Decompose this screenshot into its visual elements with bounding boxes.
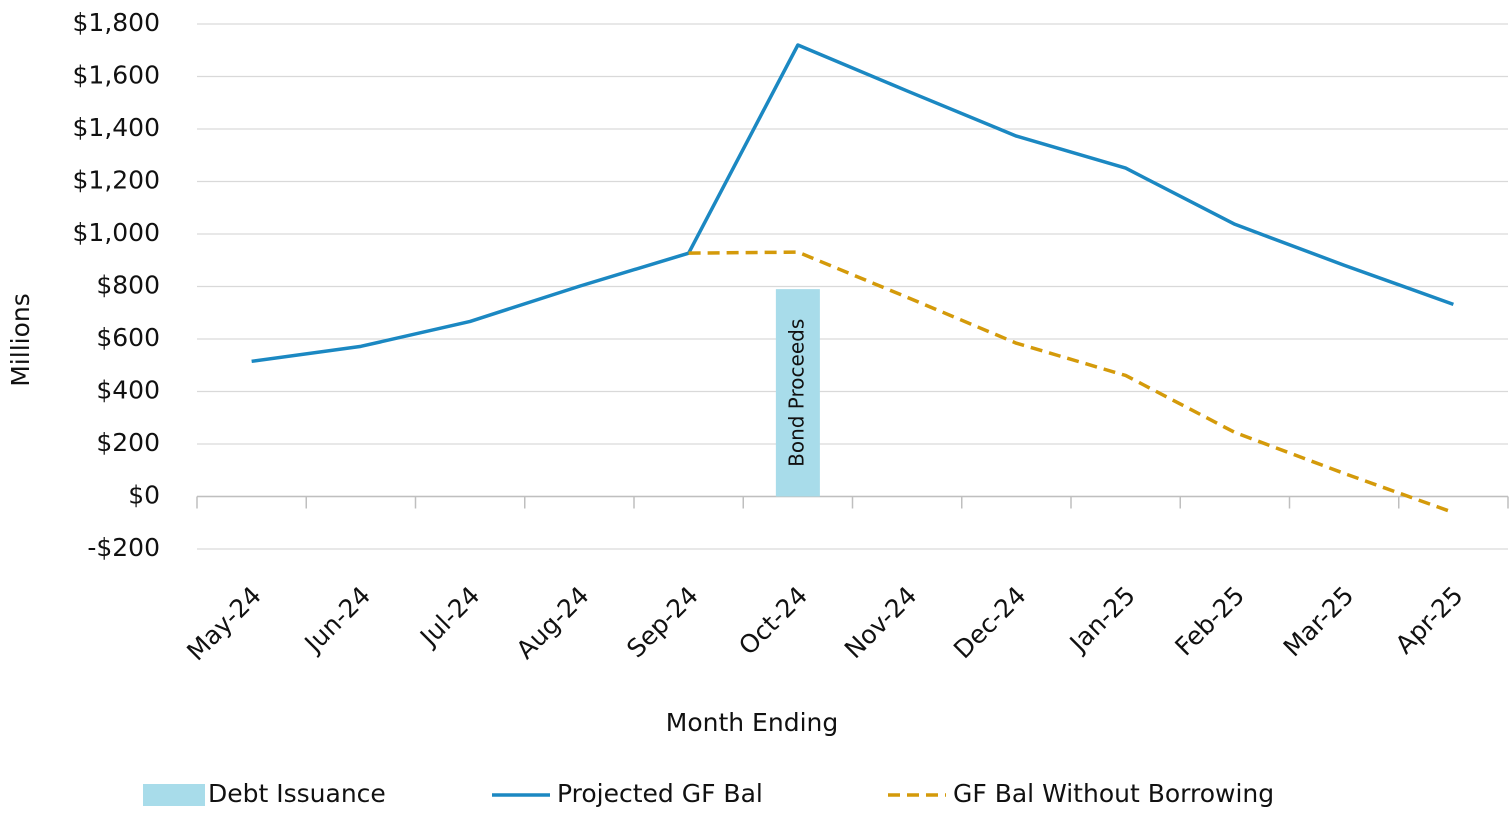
y-tick-label: $1,200 bbox=[73, 166, 160, 195]
x-tick-label: Jan-25 bbox=[1063, 581, 1141, 659]
x-tick-label: Oct-24 bbox=[733, 581, 813, 661]
y-tick-label: $1,800 bbox=[73, 8, 160, 37]
y-axis-label: Millions bbox=[6, 293, 35, 387]
legend-label: Projected GF Bal bbox=[557, 779, 763, 808]
legend-label: GF Bal Without Borrowing bbox=[953, 779, 1274, 808]
x-tick-label: Apr-25 bbox=[1390, 581, 1469, 660]
y-tick-label: -$200 bbox=[87, 533, 160, 562]
x-tick-label: Nov-24 bbox=[839, 581, 922, 664]
annotation: Bond Proceeds bbox=[784, 319, 808, 467]
x-tick-label: Sep-24 bbox=[621, 581, 704, 664]
x-tick-label: May-24 bbox=[181, 581, 267, 667]
y-tick-label: $600 bbox=[96, 323, 160, 352]
y-tick-label: $1,000 bbox=[73, 218, 160, 247]
x-tick-label: Aug-24 bbox=[511, 581, 595, 665]
x-tick-label: Dec-24 bbox=[948, 581, 1032, 665]
y-tick-label: $1,600 bbox=[73, 61, 160, 90]
x-tick-label: Jun-24 bbox=[298, 581, 376, 659]
y-tick-label: $1,400 bbox=[73, 113, 160, 142]
x-axis-label: Month Ending bbox=[666, 708, 838, 737]
y-tick-label: $800 bbox=[96, 271, 160, 300]
bar bbox=[775, 289, 820, 497]
x-tick-label: Feb-25 bbox=[1169, 581, 1250, 662]
legend-swatch bbox=[143, 784, 205, 806]
x-tick-label: Mar-25 bbox=[1278, 581, 1360, 663]
y-tick-label: $200 bbox=[96, 428, 160, 457]
y-tick-label: $400 bbox=[96, 376, 160, 405]
y-tick-label: $0 bbox=[128, 481, 160, 510]
line bbox=[688, 250, 1454, 515]
line bbox=[251, 43, 1454, 364]
legend-label: Debt Issuance bbox=[208, 779, 386, 808]
x-tick-label: Jul-24 bbox=[413, 581, 485, 653]
